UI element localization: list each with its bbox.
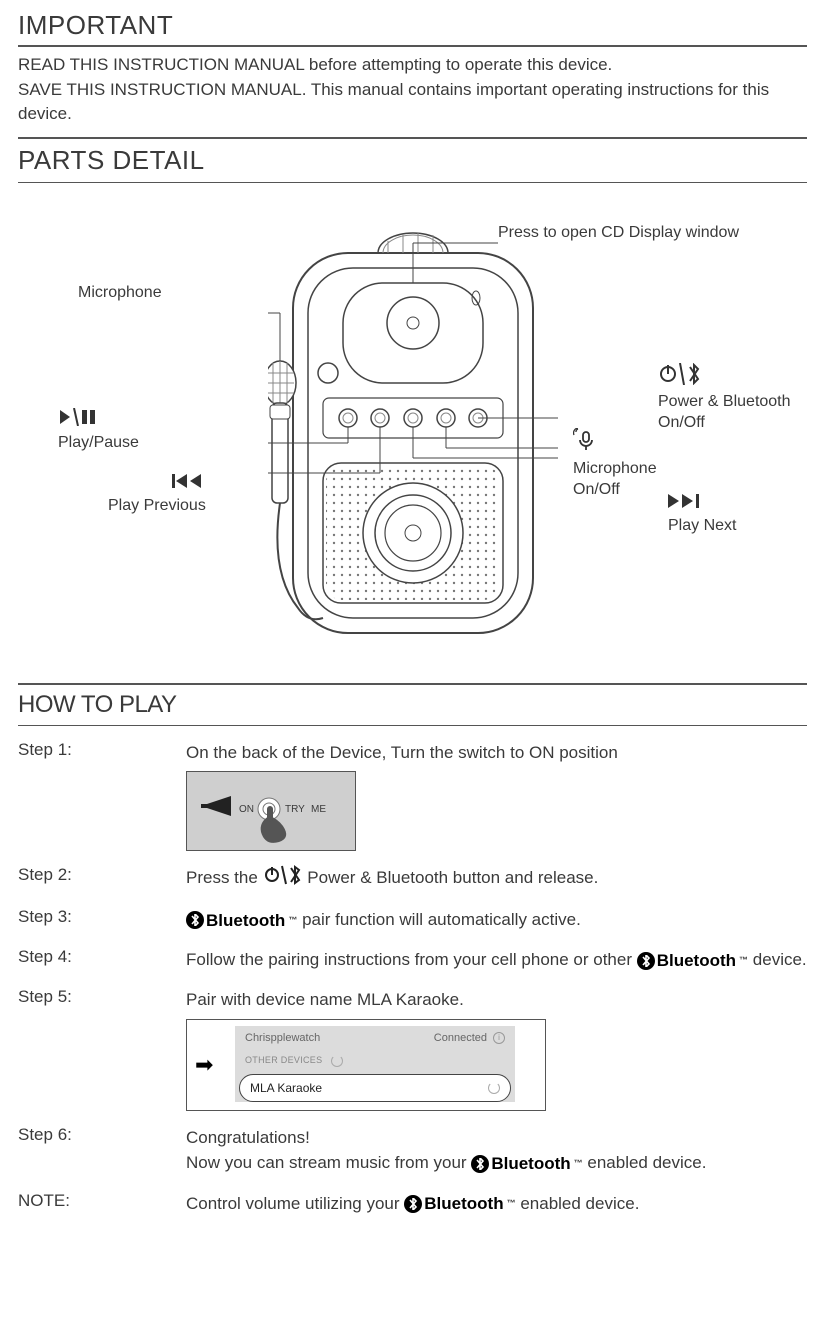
label-mic-onoff: Microphone On/Off: [573, 428, 657, 500]
step-2: Step 2: Press the Power & Bluetooth butt…: [18, 865, 807, 893]
label-microphone: Microphone: [78, 283, 162, 304]
power-bluetooth-icon: [263, 865, 303, 893]
switch-try-label: TRY: [285, 804, 305, 815]
step-body: Pair with device name MLA Karaoke. ➡ Chr…: [186, 987, 807, 1111]
bluetooth-badge: Bluetooth™: [404, 1191, 515, 1217]
switch-illustration: ON TRY ME: [186, 771, 356, 851]
bluetooth-badge: Bluetooth™: [186, 908, 297, 934]
divider: [18, 182, 807, 183]
divider: [18, 683, 807, 685]
device-illustration: [268, 213, 558, 643]
step-label: Step 2:: [18, 865, 178, 885]
microphone-icon: [573, 428, 599, 452]
step-3: Step 3: Bluetooth™ pair function will au…: [18, 907, 807, 933]
play-previous-icon: [172, 473, 206, 489]
play-pause-icon: [58, 408, 98, 426]
step-label: Step 1:: [18, 740, 178, 760]
step-1: Step 1: On the back of the Device, Turn …: [18, 740, 807, 852]
power-bluetooth-icon: [658, 363, 702, 385]
spinner-icon: [488, 1082, 500, 1094]
pointer-icon: ➡: [195, 1048, 213, 1081]
step-body: Control volume utilizing your Bluetooth™…: [186, 1191, 807, 1217]
label-power-bt: Power & Bluetooth On/Off: [658, 363, 791, 433]
pairing-illustration: ➡ Chrispplewatch Connected i OTHER DEVIC…: [186, 1019, 546, 1111]
bluetooth-icon: [637, 952, 655, 970]
target-device-row: MLA Karaoke: [239, 1074, 511, 1102]
important-line1: READ THIS INSTRUCTION MANUAL before atte…: [18, 53, 807, 78]
label-cd-window: Press to open CD Display window: [498, 223, 739, 244]
step-body: Press the Power & Bluetooth button and r…: [186, 865, 807, 893]
divider: [18, 137, 807, 139]
switch-me-label: ME: [311, 804, 326, 815]
info-icon: i: [493, 1032, 505, 1044]
step-label: Step 6:: [18, 1125, 178, 1145]
important-line2: SAVE THIS INSTRUCTION MANUAL. This manua…: [18, 78, 807, 127]
bluetooth-badge: Bluetooth™: [637, 948, 748, 974]
step-body: On the back of the Device, Turn the swit…: [186, 740, 807, 852]
paired-device-row: Chrispplewatch Connected i: [235, 1026, 515, 1051]
important-section: IMPORTANT READ THIS INSTRUCTION MANUAL b…: [18, 10, 807, 127]
step-label: Step 4:: [18, 947, 178, 967]
divider: [18, 725, 807, 726]
divider: [18, 45, 807, 47]
bluetooth-icon: [471, 1155, 489, 1173]
step-label: Step 3:: [18, 907, 178, 927]
step-5: Step 5: Pair with device name MLA Karaok…: [18, 987, 807, 1111]
bluetooth-badge: Bluetooth™: [471, 1151, 582, 1177]
label-play-pause: Play/Pause: [58, 408, 139, 454]
parts-heading: PARTS DETAIL: [18, 145, 807, 176]
bluetooth-icon: [186, 911, 204, 929]
important-heading: IMPORTANT: [18, 10, 807, 41]
step-6: Step 6: Congratulations! Now you can str…: [18, 1125, 807, 1177]
label-play-next: Play Next: [668, 493, 736, 537]
step-note: NOTE: Control volume utilizing your Blue…: [18, 1191, 807, 1217]
label-play-previous: Play Previous: [108, 473, 206, 517]
switch-on-label: ON: [239, 804, 254, 815]
step-label: NOTE:: [18, 1191, 178, 1211]
step-4: Step 4: Follow the pairing instructions …: [18, 947, 807, 973]
step-body: Follow the pairing instructions from you…: [186, 947, 807, 973]
step-body: Bluetooth™ pair function will automatica…: [186, 907, 807, 933]
spinner-icon: [331, 1055, 343, 1067]
parts-diagram: Press to open CD Display window Micropho…: [18, 193, 807, 673]
howto-heading: HOW TO PLAY: [18, 691, 807, 719]
step-label: Step 5:: [18, 987, 178, 1007]
bluetooth-icon: [404, 1195, 422, 1213]
other-devices-header: OTHER DEVICES: [235, 1050, 515, 1072]
step-body: Congratulations! Now you can stream musi…: [186, 1125, 807, 1177]
play-next-icon: [668, 493, 702, 509]
